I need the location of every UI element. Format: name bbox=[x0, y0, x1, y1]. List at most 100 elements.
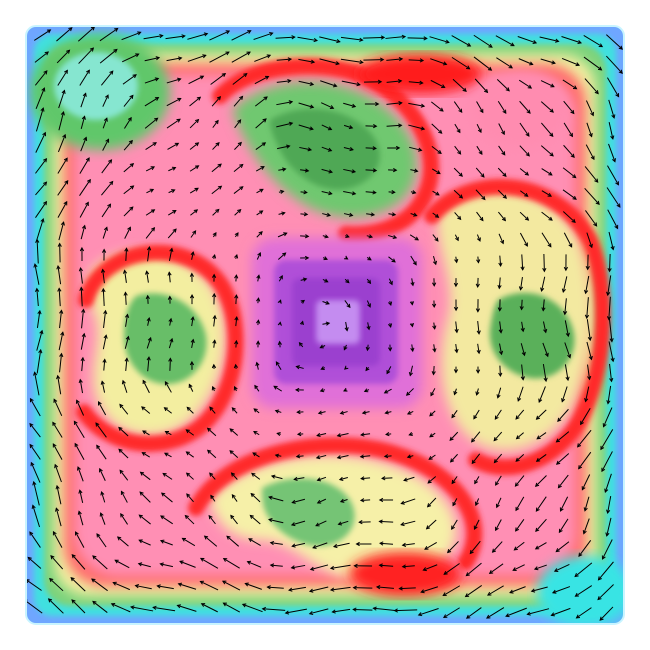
vector-arrow-head bbox=[119, 469, 124, 474]
vector-arrow bbox=[585, 275, 590, 294]
vector-arrow-head bbox=[253, 430, 258, 435]
vector-arrow-head bbox=[398, 57, 404, 62]
vector-arrow bbox=[165, 431, 172, 436]
vector-arrow-head bbox=[103, 117, 108, 122]
vector-arrow bbox=[520, 276, 523, 290]
vector-arrow-head bbox=[432, 260, 438, 266]
vector-arrow bbox=[139, 491, 151, 503]
vector-arrow bbox=[540, 145, 554, 157]
vector-arrow bbox=[451, 410, 458, 418]
vector-arrow bbox=[455, 344, 458, 353]
vector-arrow-head bbox=[565, 376, 570, 382]
vector-arrow-head bbox=[29, 531, 34, 536]
vector-arrow-head bbox=[280, 189, 285, 194]
vector-arrow bbox=[476, 123, 482, 133]
vector-arrow-head bbox=[70, 577, 75, 582]
vector-arrow-head bbox=[160, 515, 165, 520]
vector-arrow-head bbox=[149, 188, 155, 193]
vector-arrow-head bbox=[614, 224, 619, 230]
vector-arrow bbox=[213, 315, 216, 327]
vector-arrow bbox=[581, 474, 591, 490]
vector-arrow bbox=[59, 310, 62, 329]
vector-arrow-head bbox=[429, 412, 434, 417]
vector-arrow-head bbox=[54, 463, 59, 469]
vector-arrow-head bbox=[329, 565, 335, 571]
vector-arrow bbox=[146, 271, 149, 283]
vector-arrow bbox=[426, 519, 437, 530]
vector-arrow bbox=[80, 267, 83, 284]
vector-arrow bbox=[168, 167, 176, 172]
vector-arrow-head bbox=[408, 431, 413, 437]
vector-arrow-head bbox=[400, 522, 405, 527]
vector-arrow bbox=[471, 431, 481, 443]
vector-arrow-head bbox=[527, 84, 533, 89]
vector-arrow bbox=[515, 475, 525, 487]
vector-arrow-head bbox=[365, 346, 370, 352]
vector-arrow bbox=[512, 564, 525, 571]
vector-arrow bbox=[146, 337, 152, 349]
vector-arrow bbox=[29, 444, 41, 460]
vector-arrow bbox=[561, 36, 582, 44]
vector-arrow-head bbox=[268, 495, 273, 500]
vector-arrow-head bbox=[337, 521, 343, 526]
vector-arrow-head bbox=[107, 203, 112, 208]
vector-arrow bbox=[443, 607, 460, 618]
vector-arrow bbox=[252, 452, 260, 458]
vector-arrow-head bbox=[477, 128, 482, 134]
vector-arrow-head bbox=[351, 103, 357, 108]
vector-arrow-head bbox=[524, 242, 528, 247]
vector-arrow bbox=[584, 166, 599, 183]
vector-arrow-head bbox=[249, 514, 254, 519]
vector-arrow bbox=[300, 169, 309, 172]
vector-arrow bbox=[298, 58, 315, 63]
vector-arrow bbox=[497, 189, 507, 199]
vector-arrow-head bbox=[327, 147, 333, 152]
vector-arrow bbox=[583, 56, 602, 71]
vector-arrow-head bbox=[464, 593, 470, 598]
vector-arrow-head bbox=[618, 69, 623, 74]
vector-arrow-head bbox=[331, 609, 336, 614]
vector-arrow-head bbox=[230, 472, 236, 477]
vector-arrow bbox=[429, 410, 436, 417]
vector-arrow-head bbox=[590, 111, 594, 117]
vector-arrow bbox=[562, 167, 577, 179]
vector-arrow-head bbox=[584, 289, 589, 295]
vector-arrow bbox=[319, 58, 340, 65]
vector-arrow bbox=[52, 443, 63, 460]
vector-arrow-head bbox=[125, 335, 130, 341]
bottom-right-cyan bbox=[537, 556, 624, 624]
vector-arrow bbox=[476, 388, 479, 396]
vector-arrow-head bbox=[412, 261, 417, 266]
vector-arrow bbox=[78, 47, 94, 64]
center-lavender bbox=[316, 300, 360, 344]
vector-arrow-head bbox=[269, 540, 275, 546]
vector-arrow-head bbox=[113, 48, 118, 53]
vector-arrow bbox=[208, 515, 216, 525]
vector-arrow bbox=[607, 209, 619, 229]
vector-arrow bbox=[276, 58, 292, 61]
vector-arrow bbox=[57, 265, 62, 285]
vector-arrow-head bbox=[313, 37, 319, 43]
vector-arrow bbox=[288, 586, 306, 591]
vector-arrow bbox=[360, 499, 371, 501]
vector-arrow bbox=[337, 432, 349, 437]
vector-arrow-head bbox=[453, 306, 459, 312]
vector-arrow bbox=[519, 190, 529, 197]
vector-arrow-head bbox=[274, 453, 280, 458]
vector-arrow-head bbox=[574, 573, 579, 578]
vector-arrow bbox=[120, 491, 128, 503]
vector-arrow bbox=[167, 228, 177, 239]
vector-arrow-head bbox=[288, 100, 294, 105]
vector-arrow-head bbox=[212, 339, 217, 344]
vector-arrow bbox=[586, 319, 591, 341]
vector-arrow-head bbox=[176, 118, 181, 123]
vector-arrow bbox=[48, 598, 64, 614]
vector-arrow-head bbox=[587, 336, 592, 342]
vector-arrow bbox=[607, 496, 612, 514]
vector-arrow-head bbox=[304, 234, 310, 239]
vector-arrow-head bbox=[551, 589, 557, 594]
vector-arrow-head bbox=[129, 94, 134, 99]
vector-arrow-head bbox=[339, 498, 345, 503]
vector-arrow-head bbox=[215, 142, 220, 147]
vector-arrow-head bbox=[387, 323, 393, 328]
